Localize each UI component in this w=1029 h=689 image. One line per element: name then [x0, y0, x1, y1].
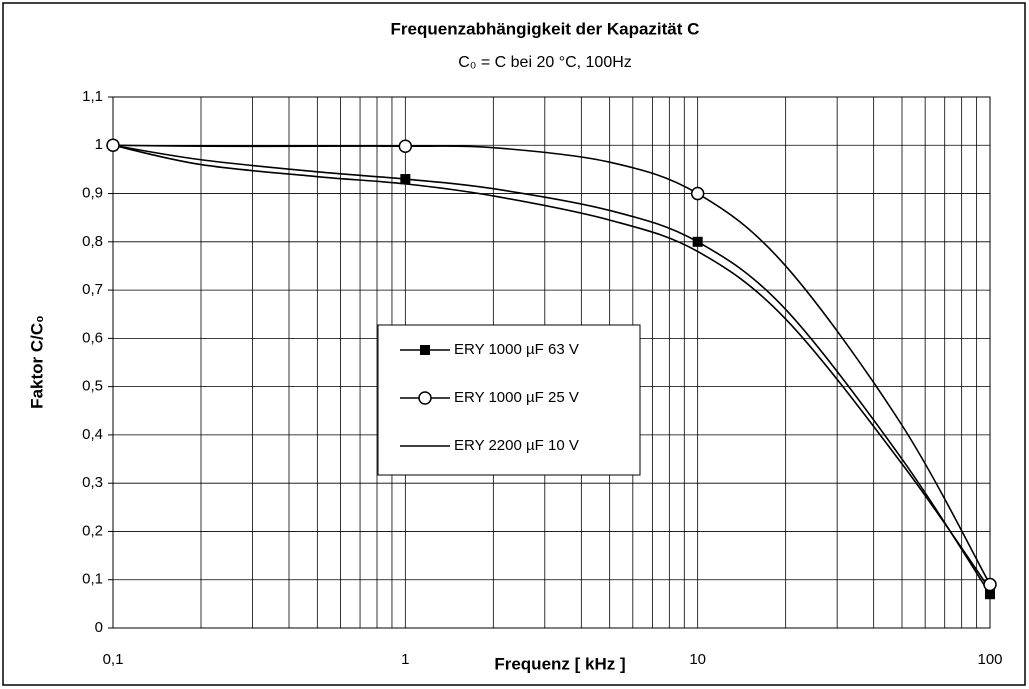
series-line	[112, 144, 991, 585]
x-axis-label: Frequenz [ kHz ]	[494, 654, 625, 673]
y-tick-label: 0,1	[82, 571, 103, 588]
x-tick-label: 1	[401, 651, 409, 668]
x-tick-label: 100	[977, 651, 1002, 668]
marker	[418, 391, 432, 405]
marker	[106, 138, 120, 153]
y-tick-label: 0,2	[82, 522, 103, 539]
marker	[985, 589, 995, 600]
marker	[983, 577, 997, 592]
legend-label: ERY 1000 µF 25 V	[454, 389, 579, 406]
y-tick-label: 0,3	[82, 474, 103, 491]
marker	[400, 174, 411, 185]
y-tick-label: 1	[95, 136, 103, 153]
y-tick-label: 1,1	[82, 88, 103, 105]
marker	[690, 186, 705, 201]
marker	[692, 236, 703, 247]
y-tick-label: 0,7	[82, 281, 103, 298]
y-tick-label: 0,9	[82, 185, 103, 202]
legend-label: ERY 2200 µF 10 V	[454, 437, 579, 454]
marker	[420, 345, 430, 355]
series-line	[112, 144, 991, 590]
chart-subtitle: C₀ = C bei 20 °C, 100Hz	[458, 54, 632, 71]
legend-label: ERY 1000 µF 63 V	[454, 341, 579, 358]
chart-title: Frequenzabhängigkeit der Kapazität C	[391, 19, 700, 38]
series-line	[112, 144, 991, 595]
x-tick-label: 0,1	[103, 651, 124, 668]
y-tick-label: 0,8	[82, 233, 103, 250]
marker	[398, 139, 413, 153]
y-axis-label: Faktor C/C₀	[27, 315, 46, 409]
x-tick-label: 10	[689, 651, 706, 668]
y-tick-label: 0,5	[82, 378, 103, 395]
y-tick-label: 0	[95, 619, 103, 636]
y-tick-label: 0,4	[82, 426, 103, 443]
y-tick-label: 0,6	[82, 329, 103, 346]
